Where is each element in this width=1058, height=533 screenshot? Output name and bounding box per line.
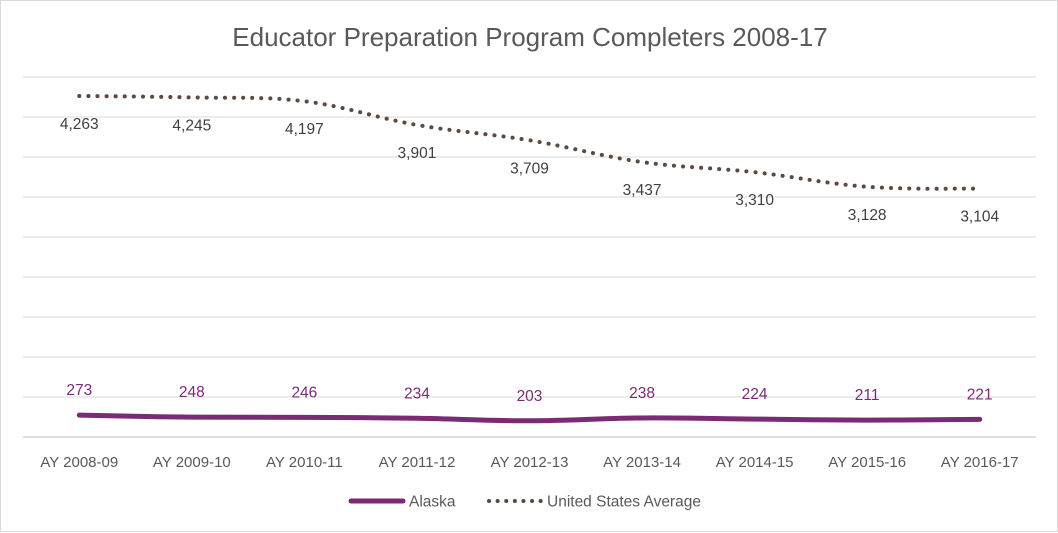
data-label: 3,104 <box>960 209 999 226</box>
data-label: 4,263 <box>60 116 99 133</box>
x-tick-label: AY 2010-11 <box>266 454 343 471</box>
x-tick-label: AY 2009-10 <box>153 454 231 471</box>
x-tick-label: AY 2013-14 <box>603 454 681 471</box>
data-label: 3,128 <box>848 207 887 224</box>
x-tick-label: AY 2014-15 <box>716 454 794 471</box>
data-label: 224 <box>742 386 768 403</box>
x-tick-label: AY 2016-17 <box>941 454 1019 471</box>
data-label: 4,197 <box>285 121 324 138</box>
data-label: 3,310 <box>735 192 774 209</box>
data-labels: 273 248 246 234 203 238 224 211 221 4,263 4,245 4,1… <box>60 116 1000 405</box>
x-tick-label: AY 2012-13 <box>491 454 569 471</box>
legend-label-us-average: United States Average <box>547 494 701 511</box>
data-label: 3,901 <box>398 145 437 162</box>
x-tick-label: AY 2008-09 <box>40 454 118 471</box>
x-axis-ticks: AY 2008-09 AY 2009-10 AY 2010-11 AY 2011-12… <box>40 454 1018 471</box>
data-label: 238 <box>629 385 655 402</box>
x-tick-label: AY 2015-16 <box>828 454 906 471</box>
data-label: 4,245 <box>172 117 211 134</box>
data-label: 203 <box>517 388 543 405</box>
x-tick-label: AY 2011-12 <box>379 454 456 471</box>
gridlines <box>23 76 1036 438</box>
chart-title: Educator Preparation Program Completers … <box>232 22 827 52</box>
series-lines <box>76 93 983 424</box>
data-label: 246 <box>291 384 317 401</box>
data-label: 3,709 <box>510 160 549 177</box>
legend-label-alaska: Alaska <box>409 494 456 511</box>
series-line-alaska <box>76 412 983 424</box>
data-label: 211 <box>855 387 880 404</box>
data-label: 221 <box>967 386 993 403</box>
series-line-us-average <box>77 93 982 191</box>
data-label: 248 <box>179 384 205 401</box>
data-label: 273 <box>66 382 92 399</box>
data-label: 3,437 <box>623 182 662 199</box>
data-label: 234 <box>404 385 430 402</box>
legend: Alaska United States Average <box>348 494 701 511</box>
